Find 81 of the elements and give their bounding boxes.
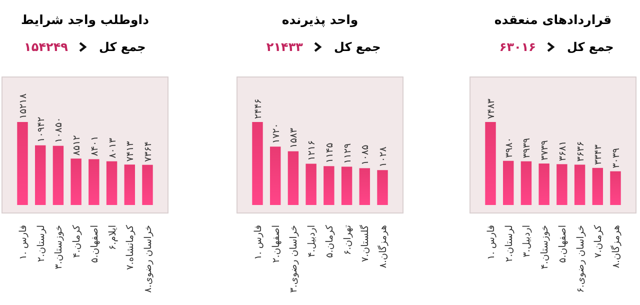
data-label: ۱۰۹۴۲ xyxy=(36,116,47,142)
x-tick-label: ۳.اردبیل xyxy=(522,225,533,258)
x-tick-label: ۱. فارس xyxy=(253,225,264,260)
text: ۶۳۰۱۶ xyxy=(499,40,536,54)
x-tick-label: ۳.خراسان رضوی xyxy=(288,224,300,293)
data-label: ۳۹۳۹ xyxy=(522,138,533,158)
bar xyxy=(88,159,100,205)
data-label: ۱۷۲۰ xyxy=(270,123,282,144)
data-label: ۱۲۱۶ xyxy=(306,140,318,161)
data-label: ۱۵۲۱۸ xyxy=(18,93,29,119)
bar xyxy=(503,160,514,205)
bar xyxy=(520,161,532,205)
bar xyxy=(574,164,586,205)
bar xyxy=(106,161,118,205)
x-tick-label: ۷.کرمان xyxy=(593,224,604,258)
data-label: ۱۰۸۵ xyxy=(360,144,372,166)
data-label: ۳۰۳۹ xyxy=(611,148,622,168)
x-tick-label: ۱. فارس xyxy=(486,225,497,260)
bar xyxy=(142,164,153,205)
bar xyxy=(270,146,281,205)
bar xyxy=(610,171,621,205)
bar xyxy=(35,145,46,205)
data-label: ۱۰۸۵۰ xyxy=(54,117,65,143)
bar xyxy=(124,164,135,205)
data-label: ۷۴۸۳ xyxy=(486,98,497,119)
data-label: ۳۶۳۶ xyxy=(575,141,586,162)
x-tick-label: ۶.خراسان رضوی xyxy=(575,224,586,293)
x-tick-label: ۸.هرمزگان xyxy=(610,225,622,268)
chart-title: واحد پذیرنده xyxy=(282,12,358,28)
x-tick-label: ۴.کرمان xyxy=(72,224,83,258)
chart-subtitle: جمع کل xyxy=(334,40,381,54)
x-tick-label: ۲.لرستان xyxy=(36,225,47,262)
x-tick-label: ۳.خوزستان xyxy=(54,224,65,270)
data-label: ۱۱۲۹ xyxy=(342,143,354,164)
data-label: ۸۴۰۱ xyxy=(89,136,100,156)
x-tick-label: ۸.هرمزگان xyxy=(377,225,389,268)
data-label: ۷۳۶۴ xyxy=(143,141,154,162)
x-tick-label: ۲.لرستان xyxy=(504,225,515,262)
chart-title: قراردادهای منعقده xyxy=(494,12,612,28)
x-tick-label: ۵.اصفهان xyxy=(89,225,100,263)
x-tick-label: ۱. فارس xyxy=(18,225,29,260)
x-tick-label: ۸.خراسان رضوی xyxy=(143,224,154,293)
x-tick-label: ۷.کرمانشاه xyxy=(125,224,136,270)
bar xyxy=(252,122,263,205)
bar xyxy=(359,168,370,205)
bar xyxy=(70,158,82,205)
bar xyxy=(377,170,388,205)
data-label: ۱۵۸۳ xyxy=(288,128,300,148)
chart-title: داوطلب واجد شرایط xyxy=(21,12,149,28)
chart-subtitle: جمع کل xyxy=(567,40,614,54)
bar xyxy=(306,164,316,205)
data-label: ۱۰۲۸ xyxy=(378,146,389,168)
bar xyxy=(341,166,352,205)
data-label: ۳۹۸۰ xyxy=(504,137,515,158)
data-label: ۸۵۱۲ xyxy=(72,135,83,156)
x-tick-label: ۷.گلستان xyxy=(359,224,372,262)
data-label: ۳۷۳۹ xyxy=(540,140,551,161)
x-tick-label: ۴.خوزستان xyxy=(540,224,551,270)
text: ۱۵۴۲۴۹ xyxy=(24,40,69,54)
bar xyxy=(485,122,496,205)
bar xyxy=(556,164,568,205)
data-label: ۷۴۱۳ xyxy=(125,141,136,162)
x-tick-label: ۵.کرمان xyxy=(324,224,336,258)
data-label: ۸۰۱۳ xyxy=(107,138,118,158)
bar xyxy=(324,166,334,205)
data-label: ۱۱۴۵ xyxy=(324,142,336,164)
bar xyxy=(538,164,550,205)
data-label: ۳۳۴۳ xyxy=(593,144,604,165)
x-tick-label: ۴.اردبیل xyxy=(306,225,318,258)
data-label: ۳۶۸۱ xyxy=(557,140,568,162)
x-tick-label: ۶.تهران xyxy=(342,224,354,256)
bar xyxy=(17,122,28,205)
bar xyxy=(52,146,64,205)
x-tick-label: ۵.اصفهان xyxy=(557,225,568,263)
chart-subtitle: جمع کل xyxy=(99,40,146,54)
x-tick-label: ۶.ایلام xyxy=(107,225,118,250)
bar xyxy=(592,168,603,205)
bar xyxy=(288,151,299,205)
text: ۲۱۴۳۳ xyxy=(266,40,304,54)
data-label: ۲۴۴۶ xyxy=(253,98,264,119)
x-tick-label: ۲.اصفهان xyxy=(270,225,282,263)
